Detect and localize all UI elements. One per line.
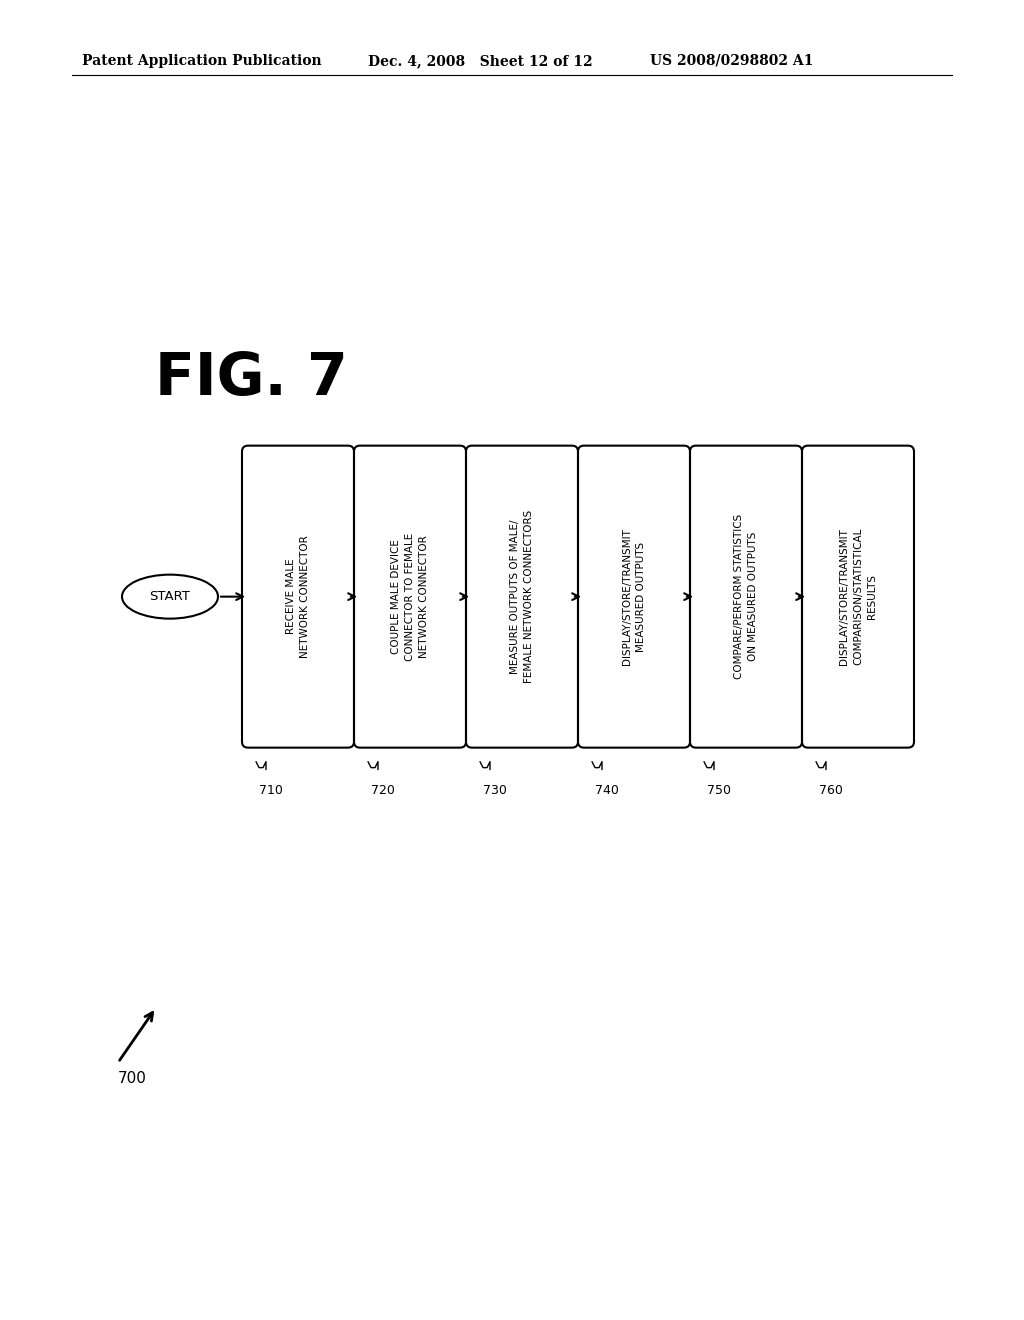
Text: MEASURE OUTPUTS OF MALE/
FEMALE NETWORK CONNECTORS: MEASURE OUTPUTS OF MALE/ FEMALE NETWORK … [510, 510, 534, 684]
Text: 740: 740 [595, 784, 618, 797]
Text: 730: 730 [483, 784, 507, 797]
Text: 760: 760 [819, 784, 843, 797]
Text: 720: 720 [371, 784, 395, 797]
Text: US 2008/0298802 A1: US 2008/0298802 A1 [650, 54, 813, 67]
Text: FIG. 7: FIG. 7 [155, 350, 348, 407]
Text: COUPLE MALE DEVICE
CONNECTOR TO FEMALE
NETWORK CONNECTOR: COUPLE MALE DEVICE CONNECTOR TO FEMALE N… [391, 532, 429, 661]
Text: DISPLAY/STORE/TRANSMIT
COMPARISON/STATISTICAL
RESULTS: DISPLAY/STORE/TRANSMIT COMPARISON/STATIS… [839, 528, 877, 665]
Text: START: START [150, 590, 190, 603]
Text: Patent Application Publication: Patent Application Publication [82, 54, 322, 67]
Text: Dec. 4, 2008   Sheet 12 of 12: Dec. 4, 2008 Sheet 12 of 12 [368, 54, 593, 67]
Text: RECEIVE MALE
NETWORK CONNECTOR: RECEIVE MALE NETWORK CONNECTOR [286, 536, 310, 657]
Text: DISPLAY/STORE/TRANSMIT
MEASURED OUTPUTS: DISPLAY/STORE/TRANSMIT MEASURED OUTPUTS [622, 528, 646, 665]
Text: 700: 700 [118, 1071, 146, 1085]
Text: 750: 750 [707, 784, 731, 797]
Text: COMPARE/PERFORM STATISTICS
ON MEASURED OUTPUTS: COMPARE/PERFORM STATISTICS ON MEASURED O… [734, 513, 758, 680]
Text: 710: 710 [259, 784, 283, 797]
